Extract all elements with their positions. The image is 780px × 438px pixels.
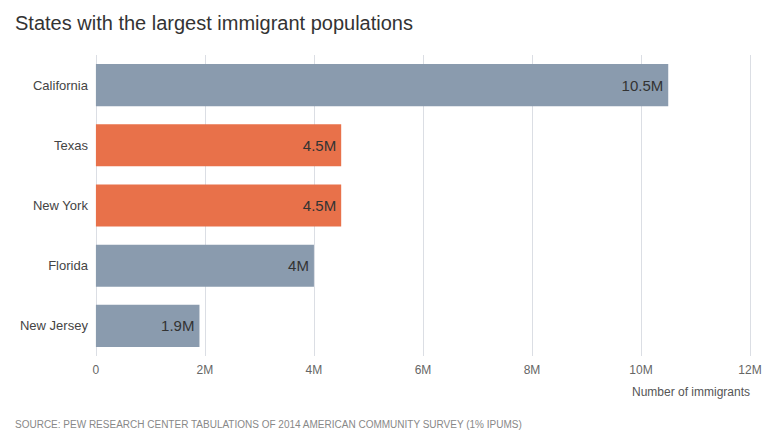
svg-text:New York: New York	[33, 198, 88, 213]
svg-text:SOURCE: PEW RESEARCH CENTER TA: SOURCE: PEW RESEARCH CENTER TABULATIONS …	[15, 419, 522, 430]
svg-text:New Jersey: New Jersey	[20, 318, 88, 333]
svg-text:10.5M: 10.5M	[622, 77, 664, 94]
svg-text:Texas: Texas	[54, 138, 88, 153]
svg-text:0: 0	[93, 363, 100, 377]
svg-text:8M: 8M	[524, 363, 541, 377]
svg-text:1.9M: 1.9M	[161, 317, 194, 334]
svg-text:4.5M: 4.5M	[303, 197, 336, 214]
svg-text:4M: 4M	[288, 257, 309, 274]
svg-text:Florida: Florida	[48, 258, 89, 273]
svg-text:12M: 12M	[738, 363, 761, 377]
svg-text:6M: 6M	[415, 363, 432, 377]
svg-text:States with the largest immigr: States with the largest immigrant popula…	[15, 12, 413, 34]
svg-text:10M: 10M	[629, 363, 652, 377]
svg-text:2M: 2M	[197, 363, 214, 377]
svg-text:Number of immigrants: Number of immigrants	[632, 385, 750, 399]
svg-text:4M: 4M	[306, 363, 323, 377]
svg-text:4.5M: 4.5M	[303, 137, 336, 154]
svg-text:California: California	[33, 78, 89, 93]
